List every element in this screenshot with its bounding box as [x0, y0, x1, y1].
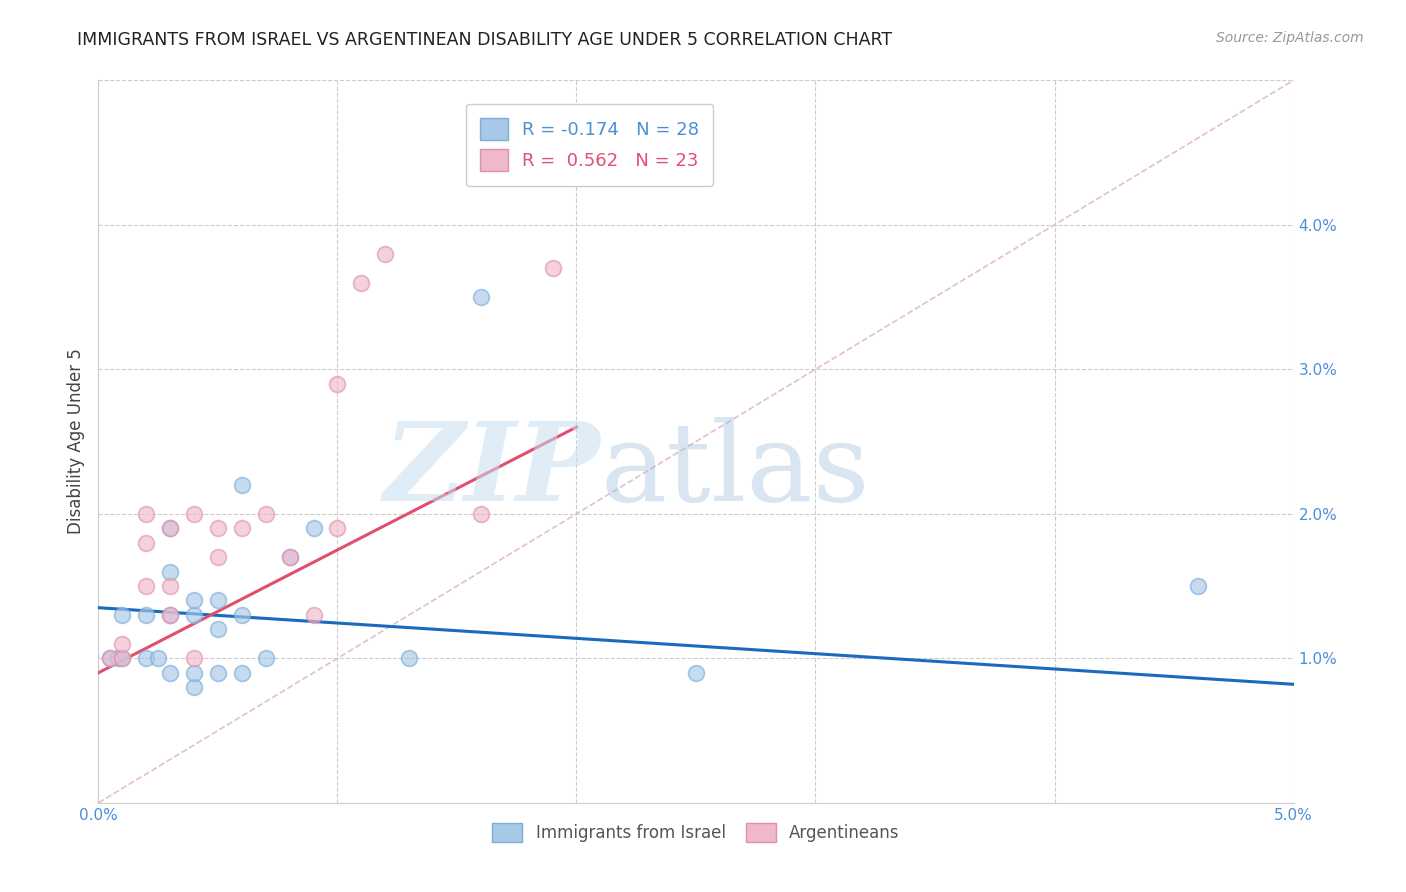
Point	[207, 550, 229, 565]
Point	[111, 651, 134, 665]
Point	[183, 665, 205, 680]
Point	[231, 521, 253, 535]
Point	[302, 521, 325, 535]
Text: ZIP: ZIP	[384, 417, 600, 524]
Point	[207, 593, 229, 607]
Point	[111, 651, 134, 665]
Point	[98, 651, 122, 665]
Point	[278, 550, 301, 565]
Point	[207, 521, 229, 535]
Point	[374, 246, 396, 260]
Point	[470, 290, 492, 304]
Text: atlas: atlas	[600, 417, 870, 524]
Point	[98, 651, 122, 665]
Point	[326, 376, 349, 391]
Point	[541, 261, 564, 276]
Point	[183, 651, 205, 665]
Point	[183, 680, 205, 694]
Point	[231, 665, 253, 680]
Legend: Immigrants from Israel, Argentineans: Immigrants from Israel, Argentineans	[485, 816, 907, 848]
Point	[685, 665, 707, 680]
Point	[111, 607, 134, 622]
Point	[350, 276, 373, 290]
Point	[135, 607, 157, 622]
Point	[107, 651, 129, 665]
Point	[183, 593, 205, 607]
Point	[159, 521, 181, 535]
Point	[159, 607, 181, 622]
Point	[326, 521, 349, 535]
Point	[254, 507, 277, 521]
Point	[470, 507, 492, 521]
Point	[183, 507, 205, 521]
Point	[207, 623, 229, 637]
Point	[135, 579, 157, 593]
Point	[159, 521, 181, 535]
Point	[159, 607, 181, 622]
Text: IMMIGRANTS FROM ISRAEL VS ARGENTINEAN DISABILITY AGE UNDER 5 CORRELATION CHART: IMMIGRANTS FROM ISRAEL VS ARGENTINEAN DI…	[77, 31, 893, 49]
Point	[135, 535, 157, 549]
Point	[398, 651, 420, 665]
Point	[278, 550, 301, 565]
Point	[254, 651, 277, 665]
Point	[135, 507, 157, 521]
Point	[159, 565, 181, 579]
Point	[231, 478, 253, 492]
Point	[183, 607, 205, 622]
Point	[1187, 579, 1209, 593]
Point	[159, 579, 181, 593]
Point	[207, 665, 229, 680]
Point	[148, 651, 170, 665]
Text: Source: ZipAtlas.com: Source: ZipAtlas.com	[1216, 31, 1364, 45]
Point	[135, 651, 157, 665]
Point	[159, 665, 181, 680]
Point	[302, 607, 325, 622]
Point	[231, 607, 253, 622]
Y-axis label: Disability Age Under 5: Disability Age Under 5	[66, 349, 84, 534]
Point	[111, 637, 134, 651]
